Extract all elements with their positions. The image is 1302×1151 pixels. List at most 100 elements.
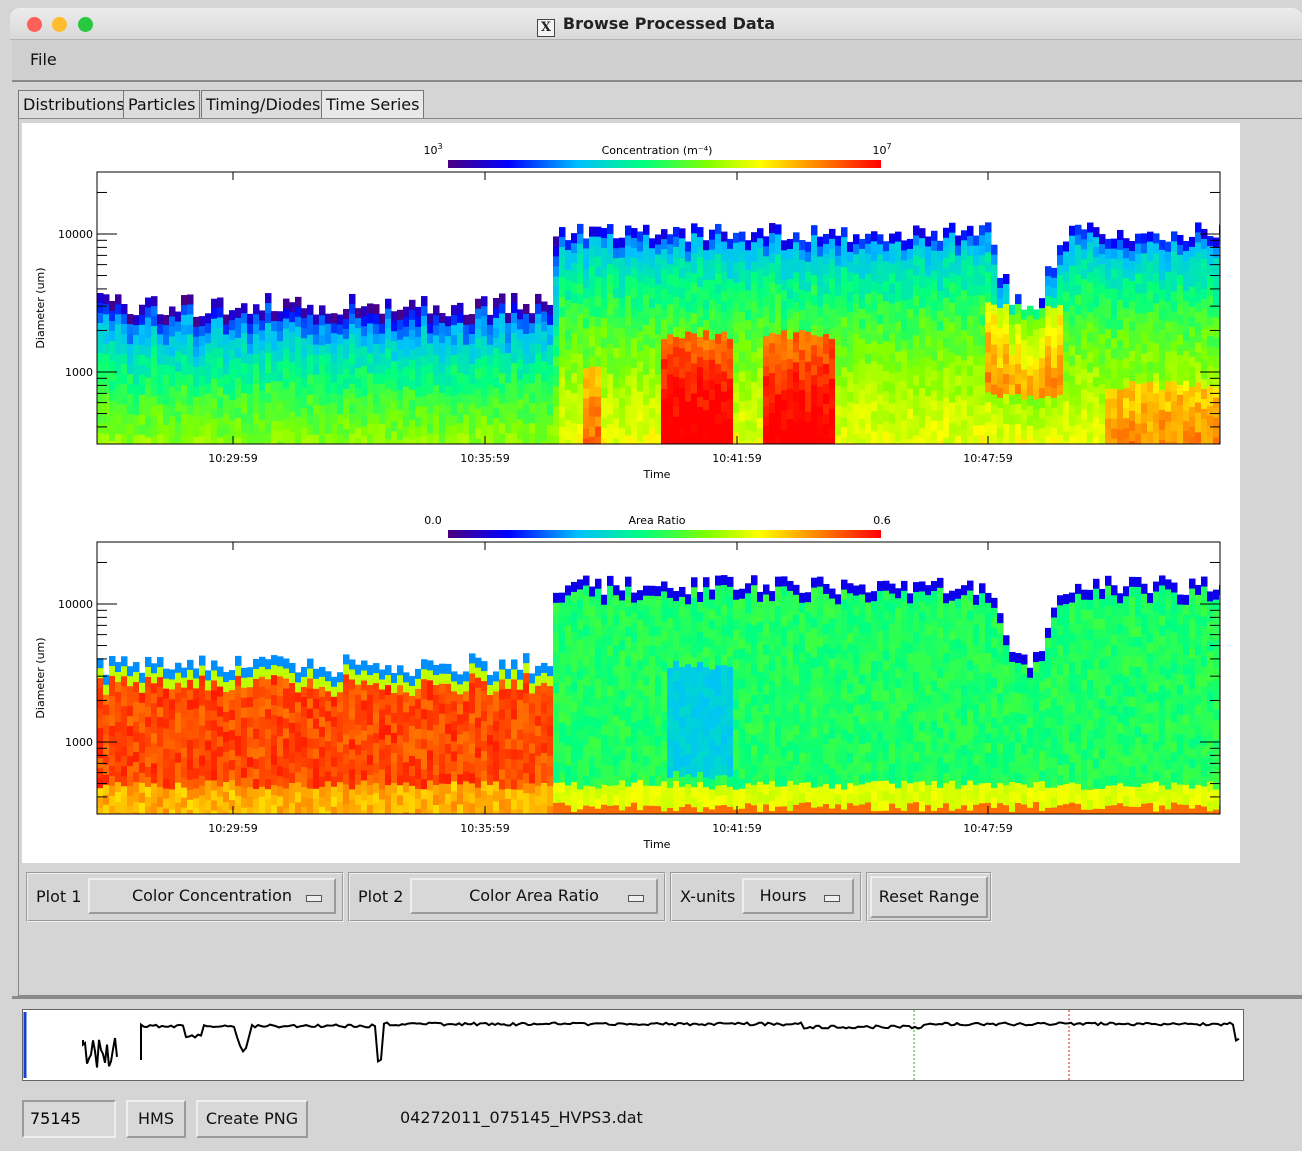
- heatmap-cell: [199, 656, 206, 667]
- heatmap-cell: [343, 804, 350, 814]
- heatmap-cell: [769, 403, 776, 414]
- heatmap-cell: [145, 727, 152, 738]
- heatmap-cell: [685, 272, 692, 283]
- heatmap-cell: [247, 404, 254, 415]
- heatmap-cell: [457, 413, 464, 424]
- heatmap-cell: [895, 312, 902, 323]
- heatmap-cell: [547, 696, 554, 707]
- heatmap-cell: [385, 795, 392, 806]
- heatmap-cell: [451, 325, 458, 336]
- heatmap-cell: [583, 736, 590, 747]
- heatmap-cell: [559, 357, 566, 368]
- heatmap-cell: [211, 339, 218, 350]
- heatmap-cell: [133, 782, 140, 793]
- heatmap-cell: [847, 402, 854, 413]
- heatmap-cell: [529, 313, 536, 324]
- heatmap-cell: [481, 296, 488, 307]
- heatmap-cell: [769, 323, 776, 334]
- heatmap-cell: [1093, 427, 1100, 438]
- heatmap-cell: [469, 384, 476, 395]
- heatmap-cell: [763, 236, 770, 247]
- heatmap-cell: [499, 343, 506, 354]
- heatmap-cell: [769, 363, 776, 374]
- heatmap-cell: [847, 422, 854, 433]
- heatmap-cell: [583, 308, 590, 319]
- heatmap-cell: [97, 768, 104, 779]
- heatmap-cell: [979, 275, 986, 286]
- heatmap-cell: [823, 394, 830, 405]
- heatmap-cell: [1195, 222, 1202, 233]
- heatmap-cell: [607, 234, 614, 245]
- heatmap-cell: [391, 361, 398, 372]
- heatmap-cell: [607, 606, 614, 617]
- heatmap-cell: [697, 257, 704, 268]
- heatmap-cell: [691, 293, 698, 304]
- heatmap-cell: [709, 390, 716, 401]
- heatmap-cell: [277, 431, 284, 442]
- heatmap-cell: [265, 293, 272, 304]
- heatmap-cell: [1201, 439, 1208, 444]
- heatmap-cell: [433, 725, 440, 736]
- heatmap-cell: [115, 394, 122, 405]
- heatmap-cell: [691, 433, 698, 444]
- heatmap-cell: [457, 303, 464, 314]
- heatmap-cell: [181, 788, 188, 799]
- heatmap-cell: [1105, 419, 1112, 430]
- heatmap-cell: [649, 288, 656, 299]
- heatmap-cell: [193, 698, 200, 709]
- heatmap-cell: [1165, 262, 1172, 273]
- heatmap-cell: [1165, 242, 1172, 253]
- heatmap-cell: [589, 237, 596, 248]
- heatmap-cell: [871, 411, 878, 422]
- heatmap-cell: [295, 702, 302, 713]
- heatmap-cell: [109, 776, 116, 787]
- heatmap-cell: [229, 440, 236, 444]
- heatmap-cell: [499, 710, 506, 721]
- heatmap-cell: [565, 310, 572, 321]
- heatmap-cell: [337, 365, 344, 376]
- heatmap-cell: [1111, 239, 1118, 250]
- heatmap-cell: [829, 229, 836, 240]
- heatmap-cell: [475, 768, 482, 779]
- heatmap-cell: [337, 435, 344, 444]
- heatmap-cell: [1177, 285, 1184, 296]
- heatmap-cell: [739, 252, 746, 263]
- heatmap-cell: [493, 378, 500, 389]
- heatmap-cell: [1123, 348, 1130, 359]
- heatmap-cell: [1051, 368, 1058, 379]
- heatmap-cell: [1171, 251, 1178, 262]
- heatmap-cell: [595, 377, 602, 388]
- heatmap-cell: [271, 311, 278, 322]
- heatmap-cell: [1099, 434, 1106, 444]
- heatmap-cell: [853, 354, 860, 365]
- heatmap-cell: [553, 643, 560, 654]
- heatmap-cell: [529, 333, 536, 344]
- heatmap-cell: [115, 334, 122, 345]
- heatmap-cell: [205, 383, 212, 394]
- heatmap-cell: [343, 399, 350, 410]
- heatmap-cell: [463, 761, 470, 772]
- heatmap-cell: [697, 317, 704, 328]
- heatmap-cell: [283, 419, 290, 430]
- heatmap-cell: [211, 810, 218, 814]
- heatmap-cell: [235, 686, 242, 697]
- heatmap-cell: [1081, 399, 1088, 410]
- heatmap-cell: [673, 397, 680, 408]
- heatmap-cell: [583, 298, 590, 309]
- x-tick-label: 10:35:59: [460, 452, 509, 465]
- heatmap-cell: [691, 283, 698, 294]
- heatmap-cell: [697, 337, 704, 348]
- heatmap-cell: [511, 769, 518, 780]
- heatmap-cell: [115, 802, 122, 813]
- heatmap-cell: [1081, 239, 1088, 250]
- heatmap-cell: [553, 723, 560, 734]
- heatmap-cell: [1207, 366, 1214, 377]
- heatmap-cell: [517, 790, 524, 801]
- heatmap-cell: [1015, 374, 1022, 385]
- heatmap-cell: [301, 747, 308, 758]
- heatmap-cell: [631, 228, 638, 239]
- heatmap-cell: [925, 316, 932, 327]
- heatmap-cell: [157, 404, 164, 415]
- heatmap-cell: [421, 739, 428, 750]
- heatmap-cell: [607, 364, 614, 375]
